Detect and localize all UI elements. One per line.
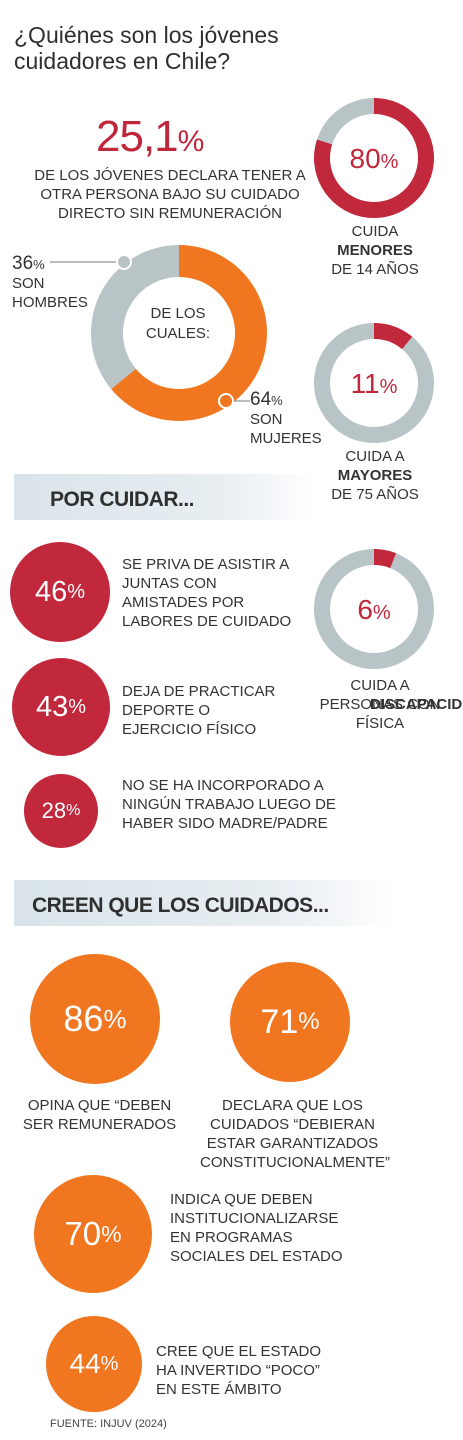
belief-3-text: INDICA QUE DEBEN INSTITUCIONALIZARSE EN … [170,1191,343,1265]
elderly-value: 11 [350,368,380,399]
care-2-value: 43 [35,690,69,723]
belief-1-text: OPINA QUE “DEBEN SER REMUNERADOS [22,1097,177,1133]
disability-value: 6 [357,594,373,625]
men-label: 36% SON HOMBRES [12,254,112,312]
belief-2-text: DECLARA QUE LOS CUIDADOS “DEBIERAN ESTAR… [200,1097,391,1171]
care-3-value: 28 [41,798,67,823]
elderly-unit: % [379,376,398,398]
minors-label-bold: MENORES [337,242,413,259]
men-percent: 36% [12,254,112,274]
minors-unit: % [380,151,399,173]
headline-unit: % [177,125,205,158]
belief-circle-3: 70% [34,1175,152,1293]
page-title: ¿Quiénes son los jóvenes cuidadores en C… [14,22,279,74]
belief-4-text: CREE QUE EL ESTADO HA INVERTIDO “POCO” E… [156,1343,322,1398]
gender-slice-men [91,245,179,390]
disability-ring-value: 6% [313,594,435,626]
gender-leader-lines [50,254,250,409]
women-text: SON MUJERES [250,411,322,447]
men-unit: % [33,257,45,272]
care-1-text: SE PRIVA DE ASISTIR A JUNTAS CON AMISTAD… [122,556,292,630]
women-percent: 64% [250,390,330,410]
women-value: 64 [250,389,272,410]
gender-donut-arcs [91,245,268,421]
elderly-ring-value: 11% [313,368,435,400]
care-1-unit: % [67,580,86,603]
belief-4-unit: % [100,1352,119,1375]
minors-ring-chart [314,98,434,218]
gender-donut-center-label: DE LOS CUALES: [145,305,211,342]
disability-ring-chart [314,549,434,669]
section-beliefs-band [14,880,394,926]
care-circle-3: 28% [24,774,98,848]
belief-circle-1: 86% [30,954,160,1084]
leader-dot-men [116,254,132,270]
gender-slice-women [111,245,268,421]
gender-donut-chart [91,245,268,421]
minors-label-pre: CUIDA [351,223,399,240]
section-beliefs-title: CREEN QUE LOS CUIDADOS... [32,894,329,917]
elderly-label-post: DE 75 AÑOS [331,486,419,503]
belief-circle-2: 71% [230,962,350,1082]
women-label: 64% SON MUJERES [250,390,330,448]
headline-value: 25,1% [96,112,205,162]
men-value: 36 [12,253,34,274]
men-text: SON HOMBRES [12,275,88,311]
belief-3-unit: % [101,1220,122,1247]
ring-value-segment [374,323,413,350]
elderly-label-pre: CUIDA A [345,448,405,465]
elderly-ring-arcs [314,323,434,443]
elderly-ring-label: CUIDA A MAYORES DE 75 AÑOS [300,447,450,504]
section-care-band [14,474,314,520]
care-circle-2: 43% [12,658,110,756]
minors-value: 80 [349,143,381,174]
minors-ring-value: 80% [313,143,435,175]
elderly-label-bold: MAYORES [337,467,413,484]
care-2-unit: % [68,695,87,718]
disability-ring-arcs [314,549,434,669]
belief-4-value: 44 [69,1348,101,1379]
care-3-text: NO SE HA INCORPORADO A NINGÚN TRABAJO LU… [122,777,336,832]
disability-label-post: FÍSICA [355,715,405,732]
belief-3-value: 70 [64,1215,102,1252]
disability-label-bold: DISCAPACIDAD [370,696,463,713]
leader-dot-women [218,393,234,409]
belief-1-unit: % [103,1003,127,1034]
elderly-ring-chart [314,323,434,443]
belief-2-value: 71 [260,1002,299,1041]
women-unit: % [271,393,283,408]
care-2-text: DEJA DE PRACTICAR DEPORTE O EJERCICIO FÍ… [122,683,276,738]
ring-rest-segment [316,98,374,145]
care-circle-1: 46% [10,542,110,642]
headline-number: 25,1 [96,112,179,161]
minors-ring-label: CUIDA MENORES DE 14 AÑOS [300,222,450,279]
headline-text: DE LOS JÓVENES DECLARA TENER A OTRA PERS… [34,167,306,222]
minors-ring-arcs [314,98,434,218]
care-1-value: 46 [34,575,68,608]
care-3-unit: % [66,802,81,819]
belief-circle-4: 44% [46,1316,142,1412]
section-care-title: POR CUIDAR... [50,488,195,511]
disability-label-pre: CUIDA A PERSONAS CON [319,677,441,713]
belief-1-value: 86 [63,998,104,1039]
minors-label-post: DE 14 AÑOS [331,261,419,278]
ring-value-segment [374,549,397,569]
source-note: FUENTE: INJUV (2024) [50,1418,167,1430]
belief-2-unit: % [298,1008,320,1035]
disability-ring-label: CUIDA A PERSONAS CON DISCAPACIDAD FÍSICA [300,676,463,733]
disability-unit: % [372,602,391,624]
